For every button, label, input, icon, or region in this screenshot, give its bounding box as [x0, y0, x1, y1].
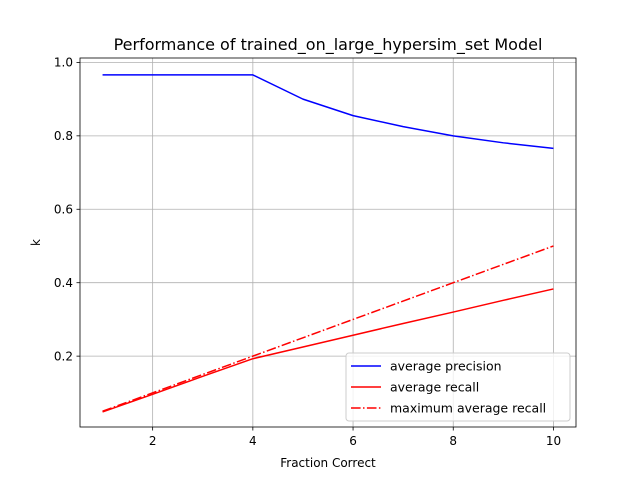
series-line-average-recall	[102, 288, 554, 413]
axis-ticks: 2 4 6 8 10 0.2 0.4 0.6 0.8 1.0	[54, 56, 561, 448]
y-tick-label: 1.0	[54, 56, 73, 70]
x-tick-label: 4	[249, 434, 257, 448]
y-tick-label: 0.8	[54, 129, 73, 143]
legend-label: average recall	[390, 380, 479, 395]
x-tick-label: 6	[349, 434, 357, 448]
y-axis-label: k	[29, 239, 43, 246]
legend-box	[345, 352, 571, 422]
y-tick-label: 0.6	[54, 203, 73, 217]
plot-area: 2 4 6 8 10 0.2 0.4 0.6 0.8 1.0	[54, 56, 577, 448]
series-lines	[102, 74, 554, 413]
series-line-average-precision	[102, 74, 554, 150]
series-line-maximum-average-recall	[102, 245, 554, 412]
x-axis-label: Fraction Correct	[280, 456, 376, 470]
legend-label: average precision	[390, 359, 502, 374]
axes-frame	[79, 57, 577, 428]
x-tick-label: 8	[449, 434, 457, 448]
x-tick-label: 2	[149, 434, 157, 448]
chart-title: Performance of trained_on_large_hypersim…	[114, 35, 543, 55]
y-tick-label: 0.4	[54, 276, 73, 290]
legend-label: maximum average recall	[390, 401, 546, 416]
y-tick-label: 0.2	[54, 349, 73, 363]
legend: average precision average recall maximum a…	[345, 352, 571, 422]
x-tick-label: 10	[546, 434, 561, 448]
grid-lines	[80, 58, 576, 427]
